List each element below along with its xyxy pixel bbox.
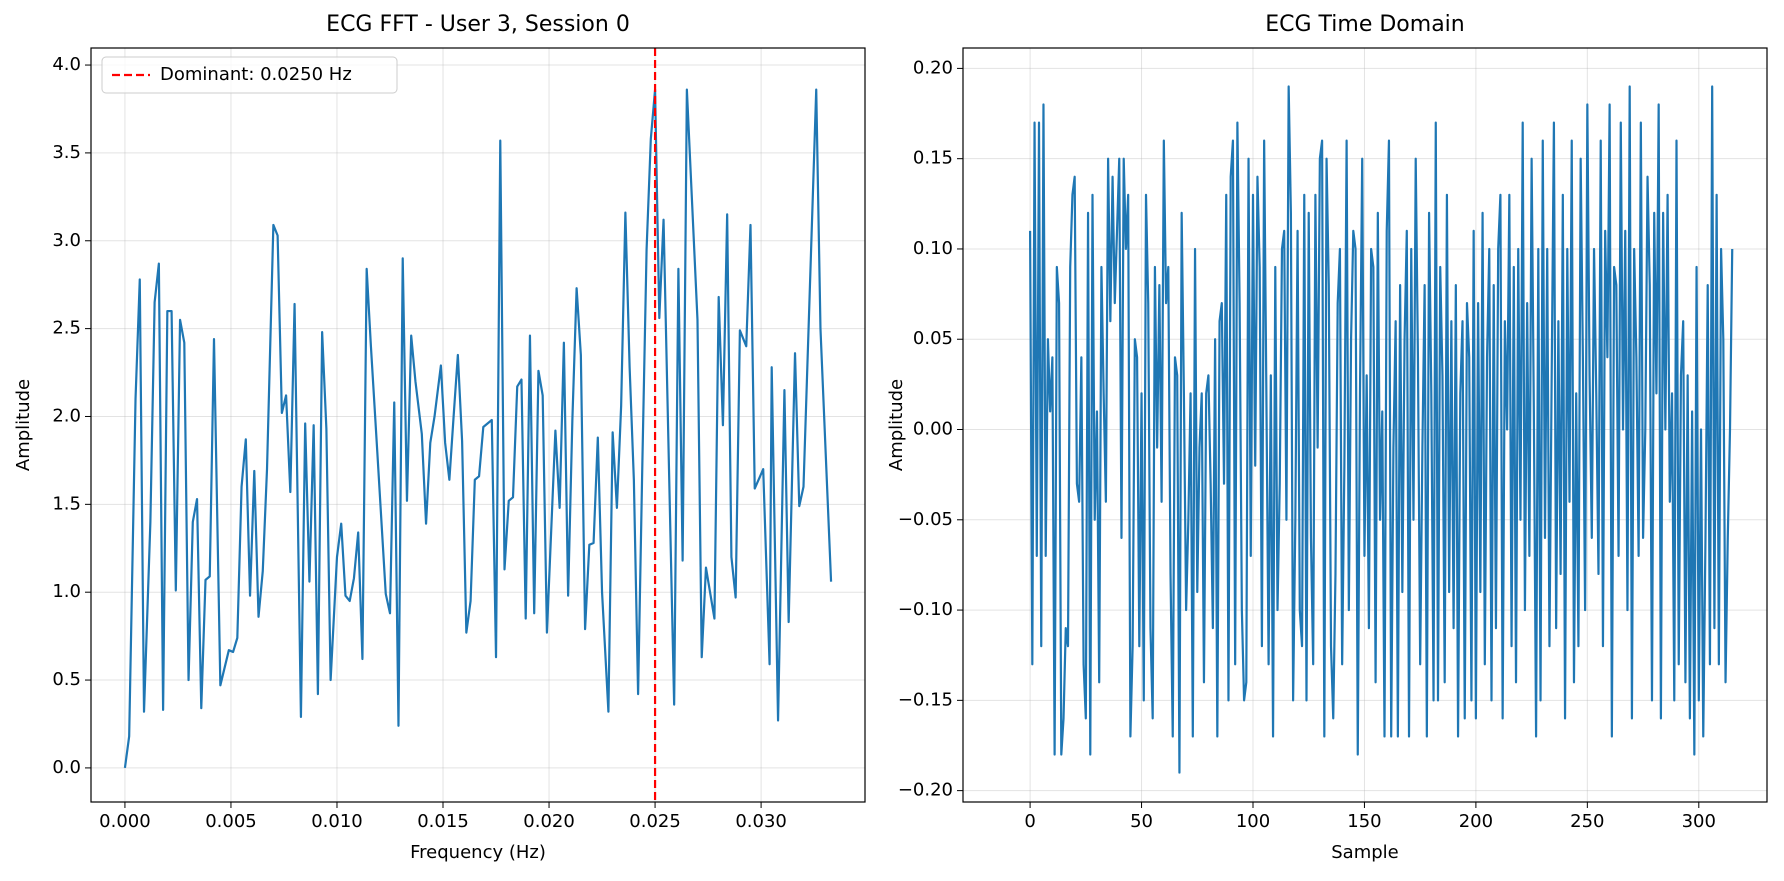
y-tick-label: 4.0 (52, 54, 81, 75)
data-line (1028, 85, 1734, 774)
x-tick-label: 0.010 (311, 811, 363, 832)
y-tick-label: 1.0 (52, 581, 81, 602)
plot-area (123, 48, 833, 802)
x-tick-label: 0.030 (735, 811, 787, 832)
y-tick-label: 0.10 (913, 238, 953, 259)
y-axis-label: Amplitude (886, 379, 907, 471)
y-tick-label: 3.5 (52, 142, 81, 163)
x-tick-label: 0.015 (417, 811, 469, 832)
x-tick-label: 150 (1347, 811, 1381, 832)
y-tick-label: 0.15 (913, 148, 953, 169)
y-tick-label: 0.0 (52, 757, 81, 778)
x-tick-label: 50 (1130, 811, 1153, 832)
legend: Dominant: 0.0250 Hz (101, 56, 398, 94)
x-tick-label: 250 (1570, 811, 1604, 832)
y-tick-label: 2.0 (52, 405, 81, 426)
y-tick-label: 0.05 (913, 328, 953, 349)
y-tick-label: 0.5 (52, 669, 81, 690)
y-axis-label: Amplitude (13, 379, 34, 471)
x-tick-label: 0.025 (629, 811, 681, 832)
y-tick-label: 1.5 (52, 493, 81, 514)
axes-frame (90, 47, 866, 803)
x-tick-label: 0.005 (205, 811, 257, 832)
x-tick-label: 100 (1236, 811, 1270, 832)
chart-title: ECG FFT - User 3, Session 0 (326, 12, 630, 37)
y-tick-label: 2.5 (52, 318, 81, 339)
y-tick-label: −0.05 (898, 509, 953, 530)
x-axis-label: Sample (1331, 842, 1399, 863)
y-tick-label: −0.10 (898, 599, 953, 620)
legend-label: Dominant: 0.0250 Hz (160, 64, 352, 85)
legend-box (101, 56, 398, 94)
x-tick-label: 0 (1024, 811, 1035, 832)
axes-frame (962, 47, 1768, 803)
y-tick-label: −0.20 (898, 780, 953, 801)
y-tick-label: 0.20 (913, 57, 953, 78)
x-tick-label: 0.020 (523, 811, 575, 832)
y-tick-label: −0.15 (898, 689, 953, 710)
data-line (123, 88, 833, 769)
y-tick-label: 3.0 (52, 230, 81, 251)
chart-title: ECG Time Domain (1265, 12, 1465, 37)
x-tick-label: 200 (1459, 811, 1493, 832)
x-tick-label: 300 (1682, 811, 1716, 832)
y-tick-label: 0.00 (913, 419, 953, 440)
plot-area (1028, 85, 1734, 774)
x-axis-label: Frequency (Hz) (410, 842, 546, 863)
x-tick-label: 0.000 (99, 811, 151, 832)
